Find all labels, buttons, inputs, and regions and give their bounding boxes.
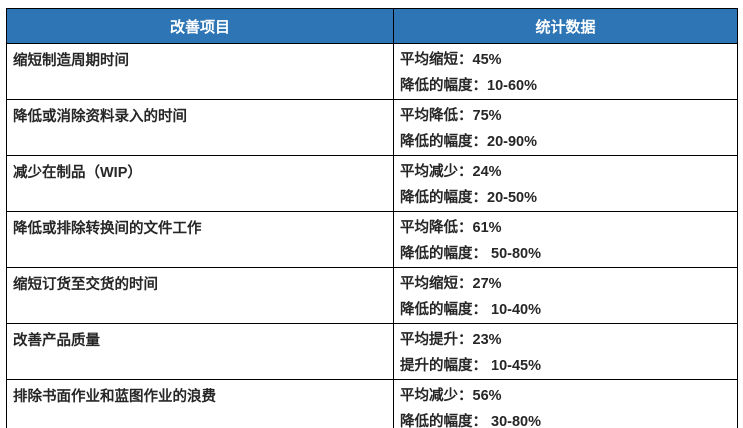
statistics-cell: 平均缩短：27% 降低的幅度： 10-40% — [393, 267, 738, 324]
header-statistics: 统计数据 — [393, 8, 738, 44]
statistics-cell: 平均减少：56% 降低的幅度： 30-80% — [393, 379, 738, 428]
improvement-item-cell: 缩短订货至交货的时间 — [6, 267, 394, 324]
stat-range-line: 降低的幅度： 30-80% — [400, 414, 542, 428]
stat-average-line: 平均减少：24% — [400, 164, 502, 180]
stat-range-line: 降低的幅度： 50-80% — [400, 246, 542, 262]
stat-range-line: 降低的幅度： 10-40% — [400, 302, 542, 318]
stat-range-line: 降低的幅度：10-60% — [400, 78, 537, 94]
statistics-cell: 平均降低：61% 降低的幅度： 50-80% — [393, 211, 738, 268]
improvement-item-cell: 减少在制品（WIP） — [6, 155, 394, 212]
stat-average-line: 平均提升：23% — [400, 332, 502, 348]
statistics-cell: 平均降低：75% 降低的幅度：20-90% — [393, 99, 738, 156]
statistics-cell: 平均减少：24% 降低的幅度：20-50% — [393, 155, 738, 212]
stat-average-line: 平均降低：61% — [400, 220, 502, 236]
header-row: 改善项目 统计数据 — [6, 8, 738, 44]
table-row: 排除书面作业和蓝图作业的浪费 平均减少：56% 降低的幅度： 30-80% — [6, 379, 738, 428]
statistics-cell: 平均提升：23% 提升的幅度： 10-45% — [393, 323, 738, 380]
table-row: 降低或消除资料录入的时间 平均降低：75% 降低的幅度：20-90% — [6, 99, 738, 156]
improvement-item-cell: 降低或消除资料录入的时间 — [6, 99, 394, 156]
improvement-stats-table: 改善项目 统计数据 缩短制造周期时间 平均缩短：45% 降低的幅度：10-60% 降低… — [6, 8, 738, 428]
header-improvement-items: 改善项目 — [6, 8, 394, 44]
table-row: 缩短订货至交货的时间 平均缩短：27% 降低的幅度： 10-40% — [6, 267, 738, 324]
stat-average-line: 平均降低：75% — [400, 108, 502, 124]
stat-range-line: 提升的幅度： 10-45% — [400, 358, 542, 374]
table-row: 改善产品质量 平均提升：23% 提升的幅度： 10-45% — [6, 323, 738, 380]
table-row: 减少在制品（WIP） 平均减少：24% 降低的幅度：20-50% — [6, 155, 738, 212]
stat-average-line: 平均缩短：27% — [400, 276, 502, 292]
improvement-item-cell: 排除书面作业和蓝图作业的浪费 — [6, 379, 394, 428]
improvement-item-cell: 改善产品质量 — [6, 323, 394, 380]
stat-average-line: 平均缩短：45% — [400, 52, 502, 68]
statistics-cell: 平均缩短：45% 降低的幅度：10-60% — [393, 43, 738, 100]
improvement-item-cell: 降低或排除转换间的文件工作 — [6, 211, 394, 268]
stat-range-line: 降低的幅度：20-50% — [400, 190, 537, 206]
stat-range-line: 降低的幅度：20-90% — [400, 134, 537, 150]
stat-average-line: 平均减少：56% — [400, 388, 502, 404]
table-row: 缩短制造周期时间 平均缩短：45% 降低的幅度：10-60% — [6, 43, 738, 100]
table-row: 降低或排除转换间的文件工作 平均降低：61% 降低的幅度： 50-80% — [6, 211, 738, 268]
improvement-item-cell: 缩短制造周期时间 — [6, 43, 394, 100]
